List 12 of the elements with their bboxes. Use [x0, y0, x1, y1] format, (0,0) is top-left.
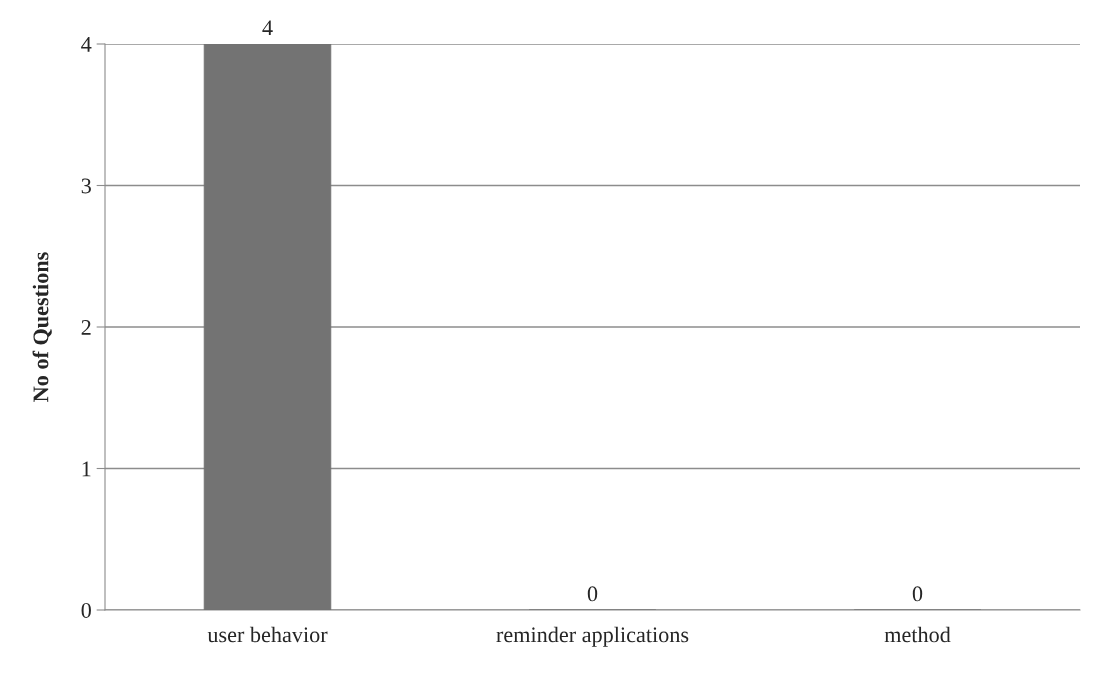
x-tick-label: reminder applications — [496, 626, 689, 647]
y-tick-label: 4 — [81, 37, 92, 52]
y-tick-label: 2 — [81, 319, 91, 335]
y-tick-label: 0 — [81, 602, 91, 618]
data-label: 4 — [262, 20, 273, 36]
y-tick-label: 3 — [81, 178, 91, 194]
y-axis-title: No of Questions — [32, 252, 52, 402]
data-label: 0 — [587, 586, 598, 602]
data-label: 0 — [912, 586, 923, 602]
x-tick-label: method — [884, 626, 951, 643]
x-tick-label: user behavior — [207, 626, 328, 643]
y-tick-label: 1 — [82, 461, 91, 477]
